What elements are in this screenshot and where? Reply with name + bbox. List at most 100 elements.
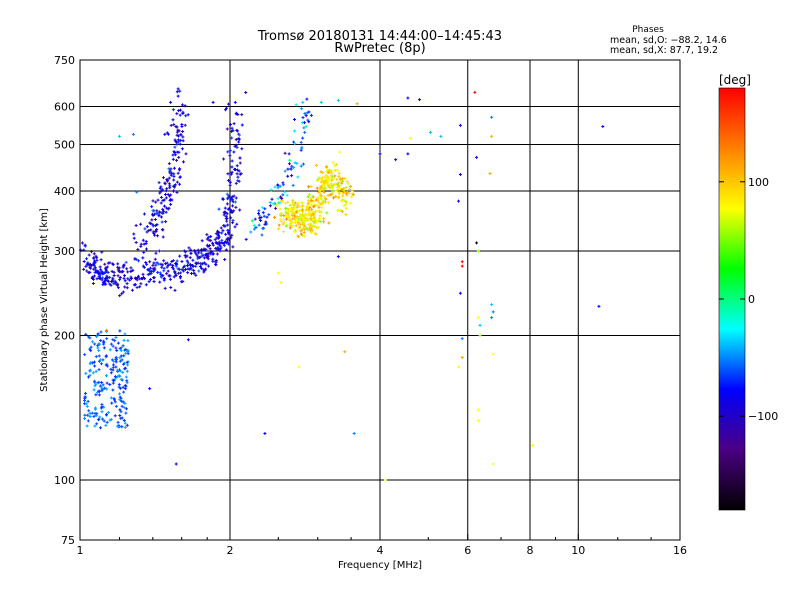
echo-point bbox=[176, 171, 180, 175]
echo-point bbox=[109, 396, 113, 400]
echo-point bbox=[237, 179, 241, 183]
echo-point bbox=[169, 100, 173, 104]
echo-point bbox=[206, 257, 210, 261]
echo-point bbox=[102, 271, 106, 275]
echo-point bbox=[348, 188, 352, 192]
echo-point bbox=[290, 174, 294, 178]
echo-point bbox=[313, 232, 317, 236]
echo-point bbox=[335, 178, 339, 182]
echo-point bbox=[122, 338, 126, 342]
echo-point bbox=[293, 214, 297, 218]
echo-point bbox=[224, 232, 228, 236]
echo-point bbox=[315, 186, 319, 190]
echo-point bbox=[83, 243, 87, 247]
echo-point bbox=[159, 262, 163, 266]
echo-point bbox=[291, 212, 295, 216]
echo-point bbox=[198, 264, 202, 268]
echo-point bbox=[167, 176, 171, 180]
echo-point bbox=[325, 182, 329, 186]
echo-point bbox=[218, 241, 222, 245]
echo-point bbox=[229, 172, 233, 176]
echo-point bbox=[153, 217, 157, 221]
echo-point bbox=[154, 263, 158, 267]
echo-point bbox=[460, 264, 464, 268]
echo-point bbox=[338, 150, 342, 154]
echo-point bbox=[321, 201, 325, 205]
echo-point bbox=[119, 378, 123, 382]
echo-point bbox=[307, 193, 311, 197]
echo-point bbox=[351, 192, 355, 196]
echo-point bbox=[257, 213, 261, 217]
echo-point bbox=[460, 337, 464, 341]
echo-point bbox=[236, 113, 240, 117]
echo-point bbox=[299, 232, 303, 236]
echo-point bbox=[143, 227, 147, 231]
echo-point bbox=[91, 281, 95, 285]
echo-point bbox=[125, 369, 129, 373]
echo-point bbox=[164, 206, 168, 210]
echo-point bbox=[301, 162, 305, 166]
echo-point bbox=[122, 419, 126, 423]
echo-point bbox=[124, 411, 128, 415]
echo-point bbox=[174, 462, 178, 466]
echo-point bbox=[330, 176, 334, 180]
echo-point bbox=[231, 204, 235, 208]
echo-point bbox=[490, 303, 494, 307]
echo-point bbox=[318, 220, 322, 224]
echo-point bbox=[291, 183, 295, 187]
echo-point bbox=[88, 368, 92, 372]
echo-point bbox=[130, 288, 134, 292]
echo-point bbox=[296, 234, 300, 238]
echo-point bbox=[299, 148, 303, 152]
echo-point bbox=[207, 264, 211, 268]
echo-point bbox=[288, 158, 292, 162]
echo-point bbox=[98, 342, 102, 346]
echo-point bbox=[297, 221, 301, 225]
echo-point bbox=[298, 225, 302, 229]
stats-o-mode: mean, sd,O: −88.2, 14.6 bbox=[610, 35, 727, 46]
echo-point bbox=[169, 202, 173, 206]
echo-point bbox=[118, 278, 122, 282]
echo-point bbox=[98, 265, 102, 269]
echo-point bbox=[125, 267, 129, 271]
echo-point bbox=[307, 110, 311, 114]
echo-point bbox=[104, 423, 108, 427]
echo-point bbox=[290, 220, 294, 224]
echo-point bbox=[324, 173, 328, 177]
echo-point bbox=[186, 271, 190, 275]
echo-point bbox=[475, 241, 479, 245]
echo-point bbox=[230, 129, 234, 133]
echo-point bbox=[104, 277, 108, 281]
echo-point bbox=[318, 188, 322, 192]
echo-point bbox=[152, 261, 156, 265]
echo-point bbox=[601, 125, 605, 129]
echo-point bbox=[306, 213, 310, 217]
echo-point bbox=[319, 185, 323, 189]
echo-point bbox=[226, 228, 230, 232]
echo-point bbox=[191, 258, 195, 262]
echo-point bbox=[259, 216, 263, 220]
echo-point bbox=[265, 215, 269, 219]
echo-point bbox=[94, 382, 98, 386]
echo-point bbox=[258, 216, 262, 220]
echo-point bbox=[108, 282, 112, 286]
echo-point bbox=[150, 218, 154, 222]
echo-point bbox=[205, 237, 209, 241]
echo-point bbox=[337, 181, 341, 185]
echo-point bbox=[302, 126, 306, 130]
echo-point bbox=[172, 275, 176, 279]
echo-point bbox=[278, 195, 282, 199]
echo-point bbox=[87, 409, 91, 413]
echo-point bbox=[96, 270, 100, 274]
echo-point bbox=[234, 196, 238, 200]
echo-point bbox=[316, 178, 320, 182]
colorbar-tick-label: 100 bbox=[748, 176, 769, 189]
echo-point bbox=[235, 164, 239, 168]
echo-point bbox=[313, 219, 317, 223]
echo-point bbox=[142, 250, 146, 254]
echo-point bbox=[135, 278, 139, 282]
echo-point bbox=[192, 271, 196, 275]
echo-point bbox=[144, 260, 148, 264]
echo-point bbox=[157, 214, 161, 218]
echo-point bbox=[96, 390, 100, 394]
